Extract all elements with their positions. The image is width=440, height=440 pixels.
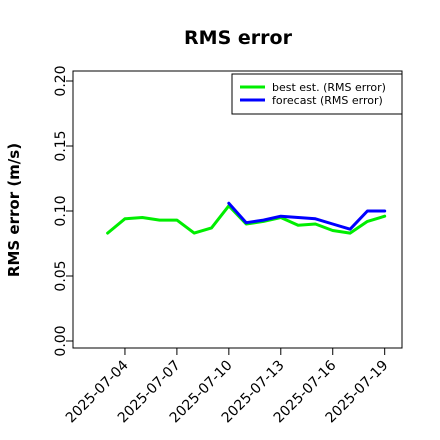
plot-area: 0.000.050.100.150.202025-07-042025-07-07… (53, 65, 403, 426)
series-line-0 (106, 204, 387, 235)
legend-box (231, 73, 403, 115)
y-tick-label: 0.05 (53, 260, 69, 291)
y-tick-label: 0.00 (53, 325, 69, 356)
y-tick-label: 0.15 (53, 130, 69, 161)
chart-title: RMS error (184, 27, 293, 49)
plot-frame (72, 70, 403, 349)
legend-label: best est. (RMS error) (272, 81, 386, 94)
y-axis-label: RMS error (m/s) (5, 143, 23, 277)
series-line-1 (227, 201, 387, 231)
y-tick-label: 0.20 (53, 65, 69, 96)
legend-label: forecast (RMS error) (272, 94, 383, 107)
y-tick-label: 0.10 (53, 195, 69, 226)
